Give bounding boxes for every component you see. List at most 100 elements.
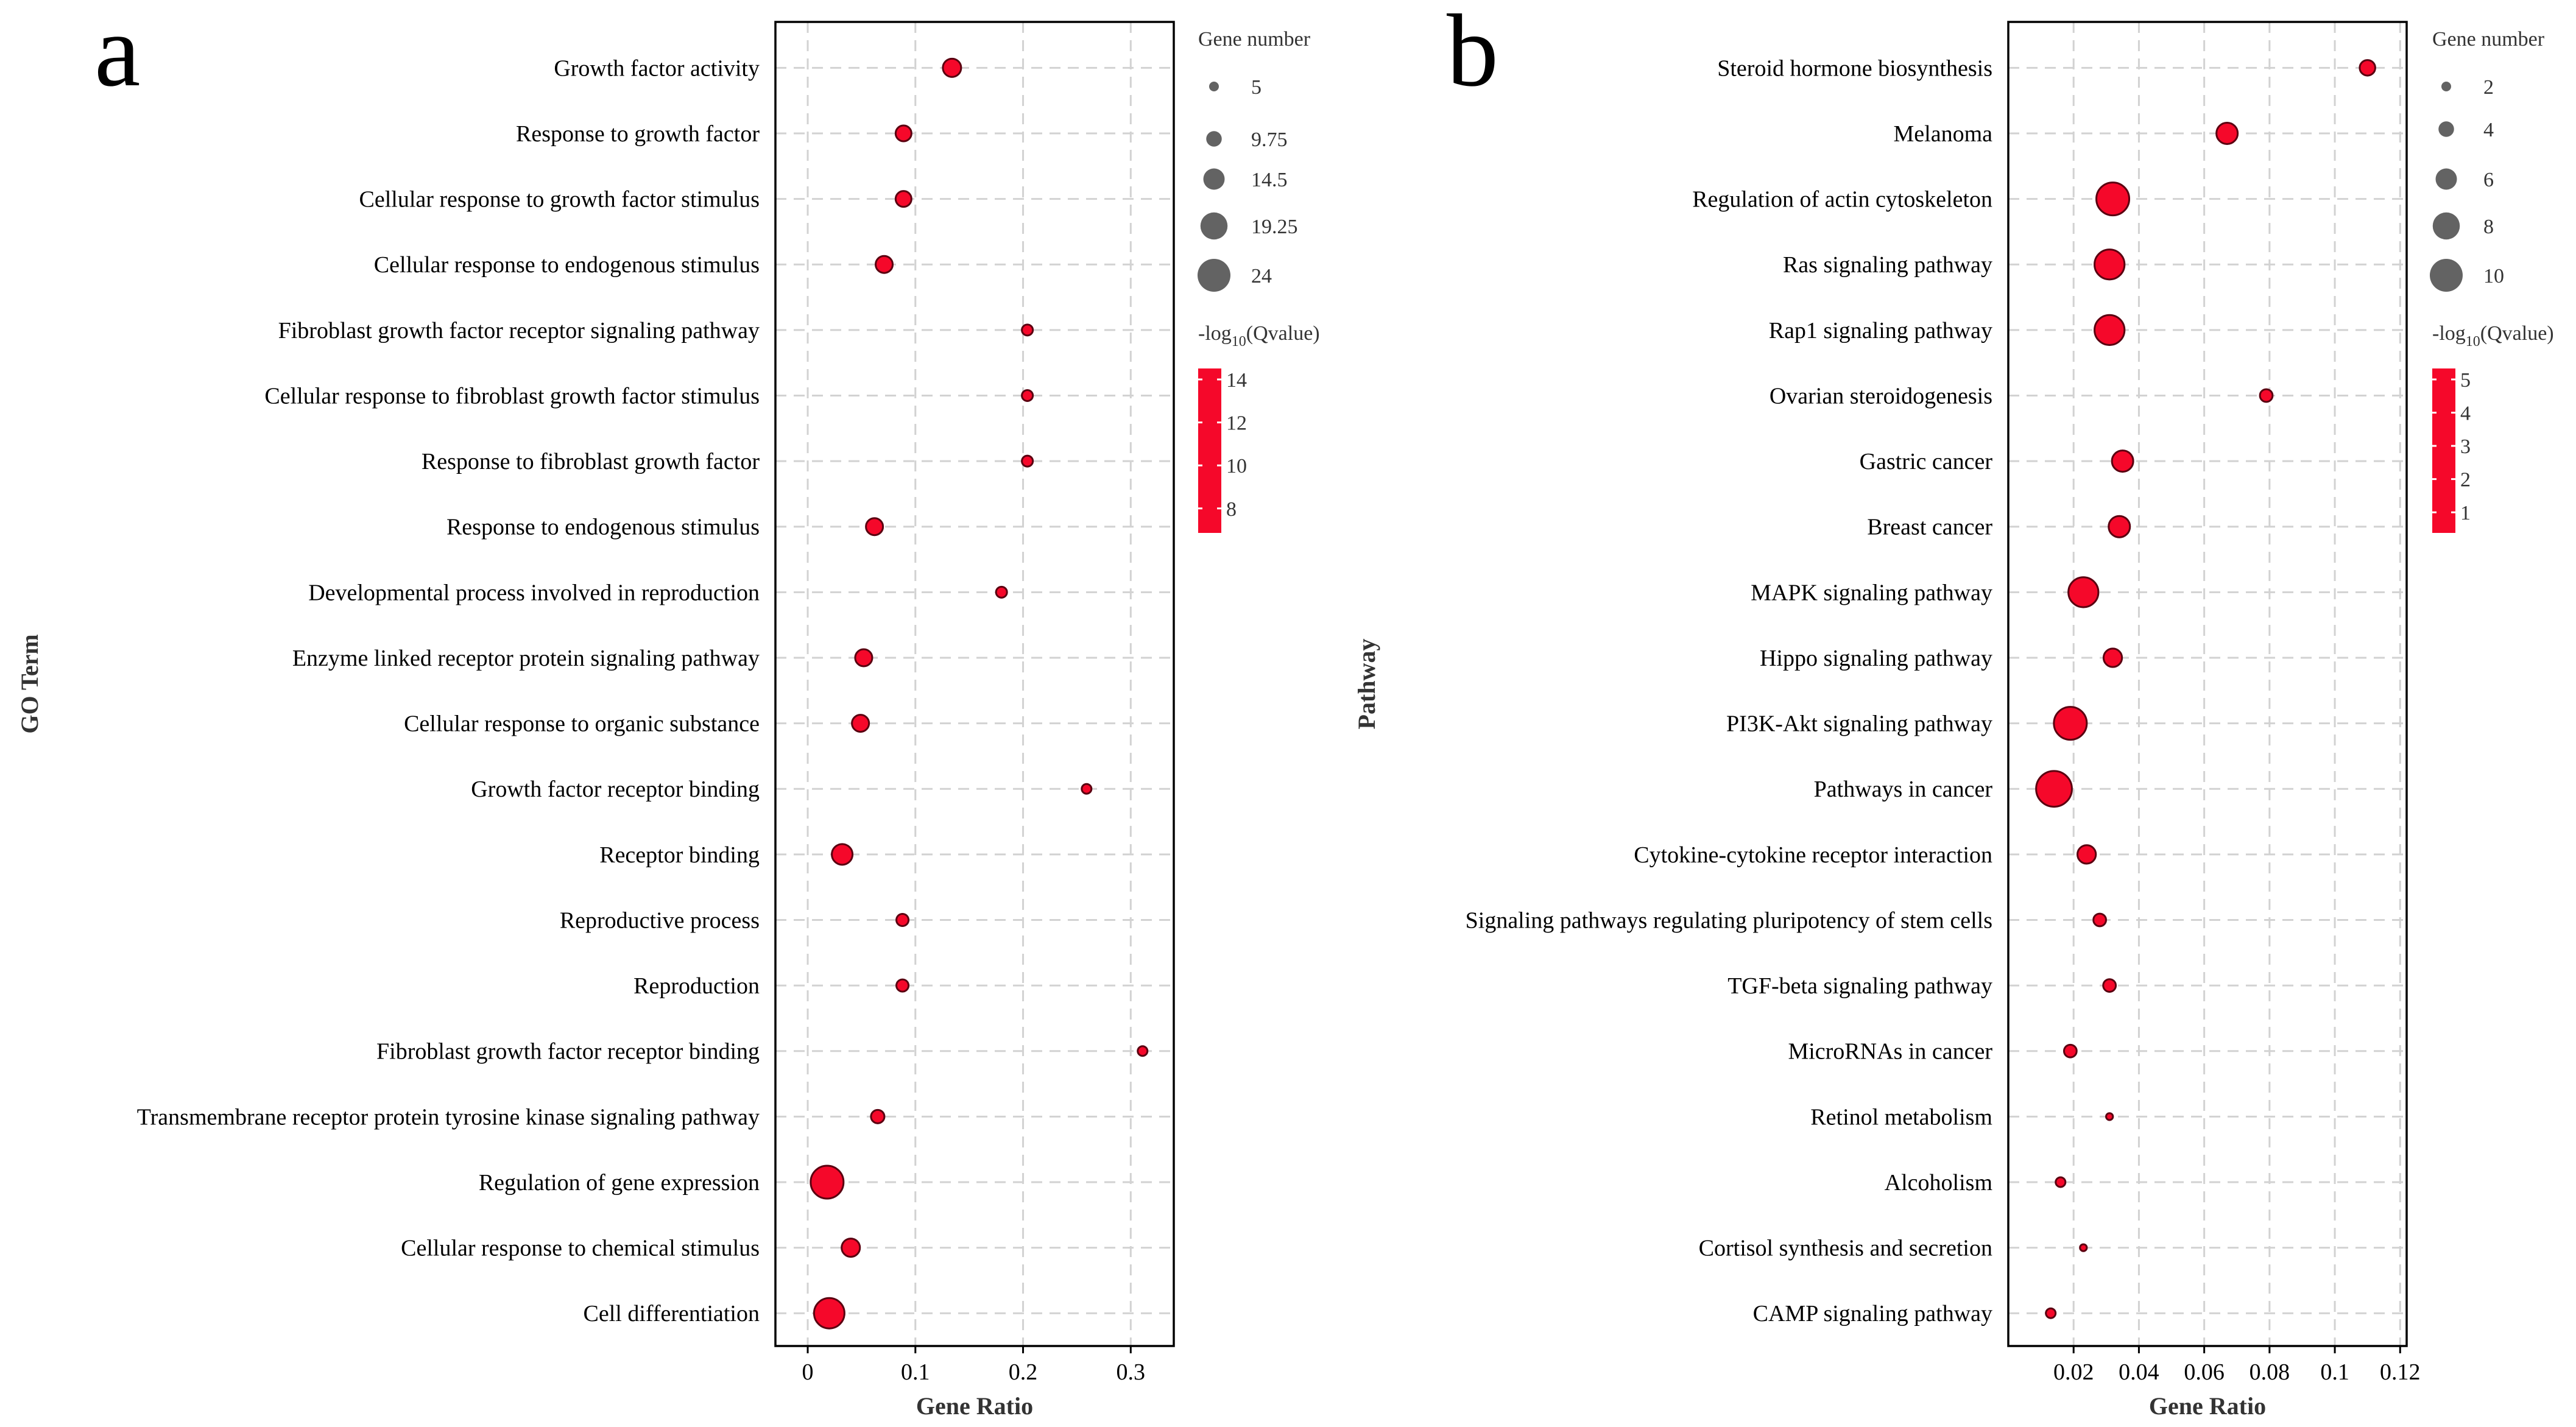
data-point [1137,1045,1149,1057]
data-point [894,190,912,208]
data-point [2053,706,2088,741]
color-legend-title-suffix: (Qvalue) [2480,322,2554,345]
size-legend-dot [2435,168,2457,190]
data-point [2359,59,2376,77]
data-point [1021,454,1034,468]
data-point [2095,181,2131,217]
category-label: Steroid hormone biosynthesis [1717,55,1992,81]
data-point [2094,314,2126,346]
plot-frame [2007,21,2408,1347]
data-point [2108,515,2131,538]
color-legend-title: -log10(Qvalue) [2432,322,2554,350]
x-tick-label: 0.2 [1009,1359,1038,1385]
panel-label: b [1447,0,1498,108]
data-point [841,1238,861,1258]
x-tick-label: 0 [802,1359,814,1385]
data-point [895,912,910,927]
size-legend-dot [1206,131,1222,147]
data-point [2077,844,2097,865]
category-label: Cytokine-cytokine receptor interaction [1634,842,1992,868]
category-label: Transmembrane receptor protein tyrosine … [137,1104,760,1130]
data-point [2111,449,2134,473]
colorbar [1198,368,1221,533]
colorbar-tick-label: 14 [1226,369,1247,392]
size-legend-dot [1200,212,1228,240]
size-legend-dot [2430,259,2463,292]
category-label: Gastric cancer [1860,449,1993,474]
data-point [865,517,884,537]
x-tick-label: 0.02 [2053,1359,2094,1385]
x-tick-label: 0.12 [2380,1359,2421,1385]
data-point [942,57,962,78]
size-legend-label: 5 [1251,76,1262,99]
category-label: Retinol metabolism [1810,1104,1992,1130]
size-legend-label: 14.5 [1251,169,1288,191]
colorbar-tick-label: 4 [2460,403,2471,425]
category-label: Pathways in cancer [1814,777,1993,802]
data-point [2215,121,2239,145]
x-tick-label: 0.08 [2250,1359,2290,1385]
category-label: MAPK signaling pathway [1751,580,1992,605]
data-point [2079,1243,2088,1252]
x-tick-label: 0.04 [2119,1359,2159,1385]
data-point [875,255,894,274]
data-point [2259,388,2274,403]
y-axis-title: GO Term [16,634,43,733]
panel-label: a [94,0,140,108]
category-label: Reproduction [633,973,760,999]
colorbar-tick-label: 2 [2460,469,2471,492]
x-tick-label: 0.1 [901,1359,930,1385]
size-legend-dot [1209,82,1219,91]
color-legend-title-main: -log [1198,322,1232,345]
category-label: Signaling pathways regulating pluripoten… [1466,907,1992,933]
size-legend-dot [2441,82,2451,91]
colorbar-tick-label: 10 [1226,455,1247,477]
size-legend-label: 9.75 [1251,129,1288,151]
size-legend-label: 10 [2483,265,2504,287]
data-point [995,585,1008,599]
size-legend-dot [2438,121,2454,137]
category-label: PI3K-Akt signaling pathway [1726,711,1992,737]
color-legend-title-suffix: (Qvalue) [1246,322,1320,345]
data-point [2105,1112,2114,1121]
category-label: Developmental process involved in reprod… [308,580,760,605]
colorbar-tick-label: 3 [2460,435,2471,458]
category-label: Cellular response to organic substance [404,711,760,737]
data-point [2063,1043,2078,1059]
size-legend-label: 4 [2483,119,2494,141]
data-point [854,648,873,668]
category-label: Reproductive process [560,907,760,933]
category-label: Cortisol synthesis and secretion [1699,1236,1992,1261]
x-tick-label: 0.3 [1117,1359,1146,1385]
category-label: MicroRNAs in cancer [1788,1039,1992,1065]
size-legend-dot [1198,259,1230,292]
color-legend-title-subscript: 10 [2466,334,2480,350]
colorbar-tick-label: 8 [1226,498,1237,521]
category-label: Ovarian steroidogenesis [1770,383,1992,409]
size-legend-label: 24 [1251,265,1272,287]
data-point [851,714,870,733]
category-label: Cell differentiation [584,1301,760,1327]
size-legend-dot [2432,212,2460,240]
category-label: TGF-beta signaling pathway [1727,973,1992,999]
category-label: Enzyme linked receptor protein signaling… [292,646,760,671]
category-label: Cellular response to chemical stimulus [401,1236,760,1261]
data-point [870,1108,886,1124]
x-axis-title: Gene Ratio [916,1392,1033,1420]
colorbar-tick-label: 12 [1226,412,1247,435]
category-label: Fibroblast growth factor receptor bindin… [376,1039,760,1065]
data-point [894,124,912,143]
panel-a: Growth factor activity Response to growth… [16,0,1320,1420]
size-legend-label: 2 [2483,76,2494,99]
color-legend-title: -log10(Qvalue) [1198,322,1320,350]
data-point [813,1297,845,1330]
plot-frame [774,21,1175,1347]
y-axis-title: Pathway [1353,639,1380,730]
data-point [2092,912,2107,928]
size-legend-dot [1203,168,1225,190]
data-point [810,1165,845,1200]
data-point [2102,978,2117,993]
category-label: Hippo signaling pathway [1760,646,1992,671]
category-label: Growth factor activity [554,55,760,81]
